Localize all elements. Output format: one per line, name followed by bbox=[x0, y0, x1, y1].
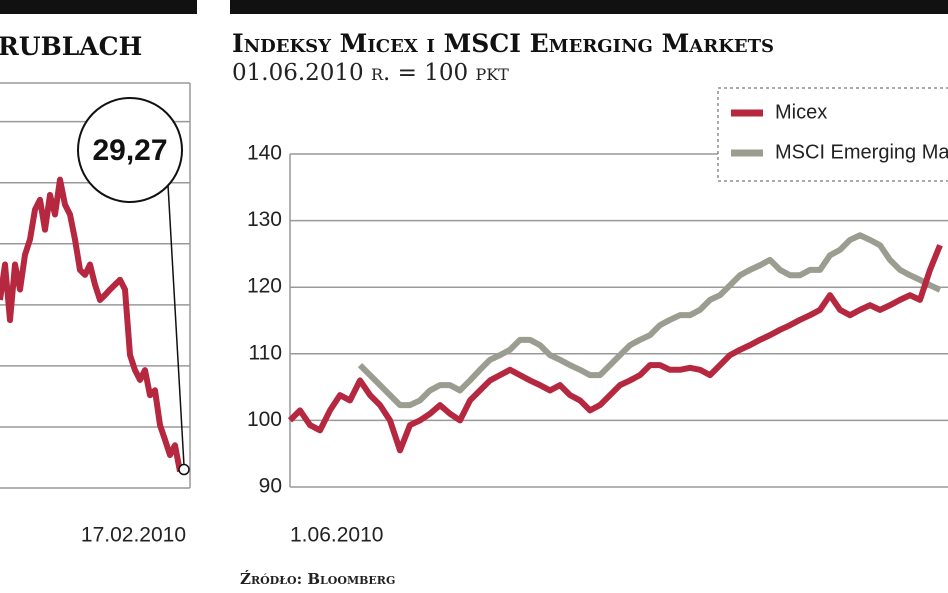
point-marker bbox=[178, 463, 190, 476]
callout-line bbox=[167, 184, 185, 466]
legend-label: Micex bbox=[775, 101, 827, 123]
chart-title: RUBLACH bbox=[0, 32, 142, 61]
x-tick-label: 17.02.2010 bbox=[81, 524, 186, 547]
header-bar bbox=[0, 0, 197, 14]
y-tick-label: 130 bbox=[247, 208, 282, 231]
source: Źródło: Bloomberg bbox=[240, 570, 395, 588]
legend-label: MSCI Emerging Markets bbox=[775, 141, 948, 163]
y-tick-label: 90 bbox=[259, 475, 282, 498]
x-tick-label: 1.06.2010 bbox=[290, 524, 383, 547]
data-line bbox=[357, 232, 942, 409]
legend-box bbox=[717, 87, 948, 182]
header-bar bbox=[230, 0, 948, 14]
value-label: 29,27 bbox=[92, 134, 167, 167]
y-tick-label: 120 bbox=[247, 275, 282, 298]
data-line bbox=[0, 176, 183, 473]
y-tick-label: 100 bbox=[247, 408, 282, 431]
callout-circle bbox=[77, 97, 183, 203]
y-tick-label: 110 bbox=[249, 341, 282, 364]
data-line bbox=[287, 244, 943, 454]
chart-title: Indeksy Micex i MSCI Emerging Markets bbox=[232, 29, 774, 58]
y-tick-label: 140 bbox=[247, 142, 282, 165]
chart-subtitle: 01.06.2010 r. = 100 pkt bbox=[232, 60, 509, 86]
